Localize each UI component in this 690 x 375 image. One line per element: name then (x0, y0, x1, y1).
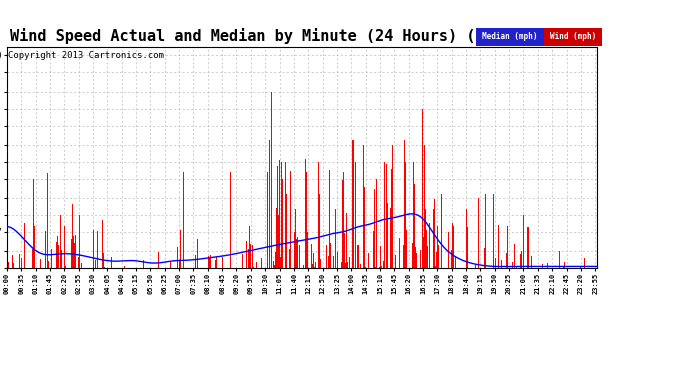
Title: Wind Speed Actual and Median by Minute (24 Hours) (Old) 20130813: Wind Speed Actual and Median by Minute (… (10, 28, 594, 44)
Text: Copyright 2013 Cartronics.com: Copyright 2013 Cartronics.com (8, 51, 164, 60)
Text: Wind (mph): Wind (mph) (550, 32, 596, 41)
Text: Median (mph): Median (mph) (482, 32, 538, 41)
